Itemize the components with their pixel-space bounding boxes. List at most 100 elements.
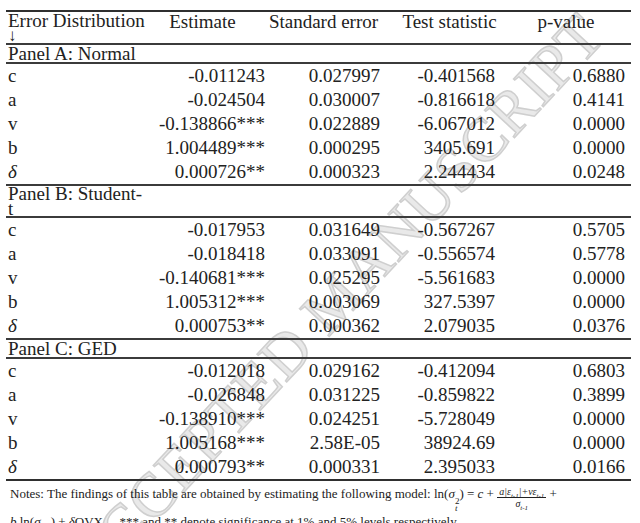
std-error-value: 0.027997 bbox=[265, 64, 380, 88]
estimate-value: -0.024504 bbox=[148, 88, 265, 112]
p-value: 0.0248 bbox=[495, 160, 625, 184]
p-value: 0.6880 bbox=[495, 64, 625, 88]
p-value: 0.0166 bbox=[495, 455, 625, 479]
std-error-value: 0.030007 bbox=[265, 88, 380, 112]
test-stat-value: -5.561683 bbox=[380, 266, 495, 290]
test-stat-value: 2.244434 bbox=[380, 160, 495, 184]
panel-c-title: Panel C: GED bbox=[0, 340, 640, 357]
p-value: 0.0000 bbox=[495, 266, 625, 290]
p-value: 0.5705 bbox=[495, 218, 625, 242]
col-header-p-value: p-value bbox=[501, 13, 631, 43]
table-row: b 1.005168*** 2.58E-05 38924.69 0.0000 bbox=[0, 431, 640, 455]
estimate-value: -0.138910*** bbox=[148, 407, 265, 431]
p-value: 0.3899 bbox=[495, 383, 625, 407]
param-label: δ bbox=[8, 314, 148, 338]
notes-line2: b ln(σ2t-1) + δOVXt-1. *** and ** denote… bbox=[10, 512, 632, 523]
table-row: δ 0.000793** 0.000331 2.395033 0.0166 bbox=[0, 455, 640, 479]
notes-line1: Notes: The findings of this table are ob… bbox=[10, 483, 632, 512]
test-stat-value: -0.859822 bbox=[380, 383, 495, 407]
fraction: a|εt-1|+vεt-1σt-1 bbox=[497, 486, 546, 509]
results-table: Error Distribution ↓ Estimate Standard e… bbox=[0, 0, 640, 523]
std-error-value: 0.024251 bbox=[265, 407, 380, 431]
param-label: a bbox=[8, 383, 148, 407]
std-error-value: 0.031225 bbox=[265, 383, 380, 407]
table-header-row: Error Distribution ↓ Estimate Standard e… bbox=[0, 12, 640, 43]
param-label: δ bbox=[8, 455, 148, 479]
std-error-value: 0.000323 bbox=[265, 160, 380, 184]
std-error-value: 2.58E-05 bbox=[265, 431, 380, 455]
col-header-estimate: Estimate bbox=[144, 13, 261, 43]
test-stat-value: -0.401568 bbox=[380, 64, 495, 88]
test-stat-value: 2.079035 bbox=[380, 314, 495, 338]
table-row: c -0.012018 0.029162 -0.412094 0.6803 bbox=[0, 359, 640, 383]
param-label: δ bbox=[8, 160, 148, 184]
param-label: b bbox=[8, 136, 148, 160]
param-label: v bbox=[8, 112, 148, 136]
p-value: 0.0000 bbox=[495, 290, 625, 314]
estimate-value: -0.017953 bbox=[148, 218, 265, 242]
std-error-value: 0.000331 bbox=[265, 455, 380, 479]
param-label: b bbox=[8, 431, 148, 455]
p-value: 0.5778 bbox=[495, 242, 625, 266]
param-label: a bbox=[8, 242, 148, 266]
estimate-value: -0.012018 bbox=[148, 359, 265, 383]
estimate-value: 1.004489*** bbox=[148, 136, 265, 160]
param-label: v bbox=[8, 266, 148, 290]
significance-note: *** and ** denote significance at 1% and… bbox=[120, 514, 460, 523]
table-row: c -0.017953 0.031649 -0.567267 0.5705 bbox=[0, 218, 640, 242]
panel-a-title: Panel A: Normal bbox=[0, 45, 640, 62]
std-error-value: 0.022889 bbox=[265, 112, 380, 136]
panel-b-title: Panel B: Student- t bbox=[0, 186, 640, 216]
param-label: c bbox=[8, 218, 148, 242]
std-error-value: 0.031649 bbox=[265, 218, 380, 242]
std-error-value: 0.003069 bbox=[265, 290, 380, 314]
estimate-value: -0.018418 bbox=[148, 242, 265, 266]
panel-b-title-line1: Panel B: Student- bbox=[8, 186, 640, 201]
test-stat-value: 2.395033 bbox=[380, 455, 495, 479]
test-stat-value: -0.567267 bbox=[380, 218, 495, 242]
model-formula: ln(σ2t) = c + a|εt-1|+vεt-1σt-1 + bbox=[434, 486, 557, 501]
p-value: 0.0376 bbox=[495, 314, 625, 338]
col-header-test-statistic: Test statistic bbox=[392, 13, 507, 43]
std-error-value: 0.029162 bbox=[265, 359, 380, 383]
test-stat-value: -6.067012 bbox=[380, 112, 495, 136]
table-row: v -0.138866*** 0.022889 -6.067012 0.0000 bbox=[0, 112, 640, 136]
p-value: 0.0000 bbox=[495, 407, 625, 431]
notes-intro: Notes: The findings of this table are ob… bbox=[10, 486, 434, 501]
table-row: a -0.026848 0.031225 -0.859822 0.3899 bbox=[0, 383, 640, 407]
param-label: c bbox=[8, 359, 148, 383]
table-row: δ 0.000726** 0.000323 2.244434 0.0248 bbox=[0, 160, 640, 184]
estimate-value: -0.011243 bbox=[148, 64, 265, 88]
test-stat-value: -0.816618 bbox=[380, 88, 495, 112]
p-value: 0.0000 bbox=[495, 431, 625, 455]
table-row: a -0.018418 0.033091 -0.556574 0.5778 bbox=[0, 242, 640, 266]
panel-b-rows: c -0.017953 0.031649 -0.567267 0.5705 a … bbox=[0, 218, 640, 338]
table-row: b 1.005312*** 0.003069 327.5397 0.0000 bbox=[0, 290, 640, 314]
table-row: b 1.004489*** 0.000295 3405.691 0.0000 bbox=[0, 136, 640, 160]
test-stat-value: 38924.69 bbox=[380, 431, 495, 455]
col-header-standard-error: Standard error bbox=[266, 13, 381, 43]
estimate-value: -0.138866*** bbox=[148, 112, 265, 136]
estimate-value: 0.000793** bbox=[148, 455, 265, 479]
table-row: a -0.024504 0.030007 -0.816618 0.4141 bbox=[0, 88, 640, 112]
test-stat-value: -0.412094 bbox=[380, 359, 495, 383]
test-stat-value: 327.5397 bbox=[380, 290, 495, 314]
table-notes: Notes: The findings of this table are ob… bbox=[0, 481, 640, 523]
table-row: v -0.138910*** 0.024251 -5.728049 0.0000 bbox=[0, 407, 640, 431]
table-row: v -0.140681*** 0.025295 -5.561683 0.0000 bbox=[0, 266, 640, 290]
table-row: δ 0.000753** 0.000362 2.079035 0.0376 bbox=[0, 314, 640, 338]
estimate-value: -0.026848 bbox=[148, 383, 265, 407]
p-value: 0.4141 bbox=[495, 88, 625, 112]
test-stat-value: 3405.691 bbox=[380, 136, 495, 160]
panel-c-rows: c -0.012018 0.029162 -0.412094 0.6803 a … bbox=[0, 359, 640, 479]
table-row: c -0.011243 0.027997 -0.401568 0.6880 bbox=[0, 64, 640, 88]
std-error-value: 0.025295 bbox=[265, 266, 380, 290]
test-stat-value: -5.728049 bbox=[380, 407, 495, 431]
panel-a-rows: c -0.011243 0.027997 -0.401568 0.6880 a … bbox=[0, 64, 640, 184]
col-header-line1: Error Distribution bbox=[8, 13, 148, 28]
param-label: c bbox=[8, 64, 148, 88]
std-error-value: 0.033091 bbox=[265, 242, 380, 266]
estimate-value: 1.005312*** bbox=[148, 290, 265, 314]
param-label: b bbox=[8, 290, 148, 314]
param-label: v bbox=[8, 407, 148, 431]
